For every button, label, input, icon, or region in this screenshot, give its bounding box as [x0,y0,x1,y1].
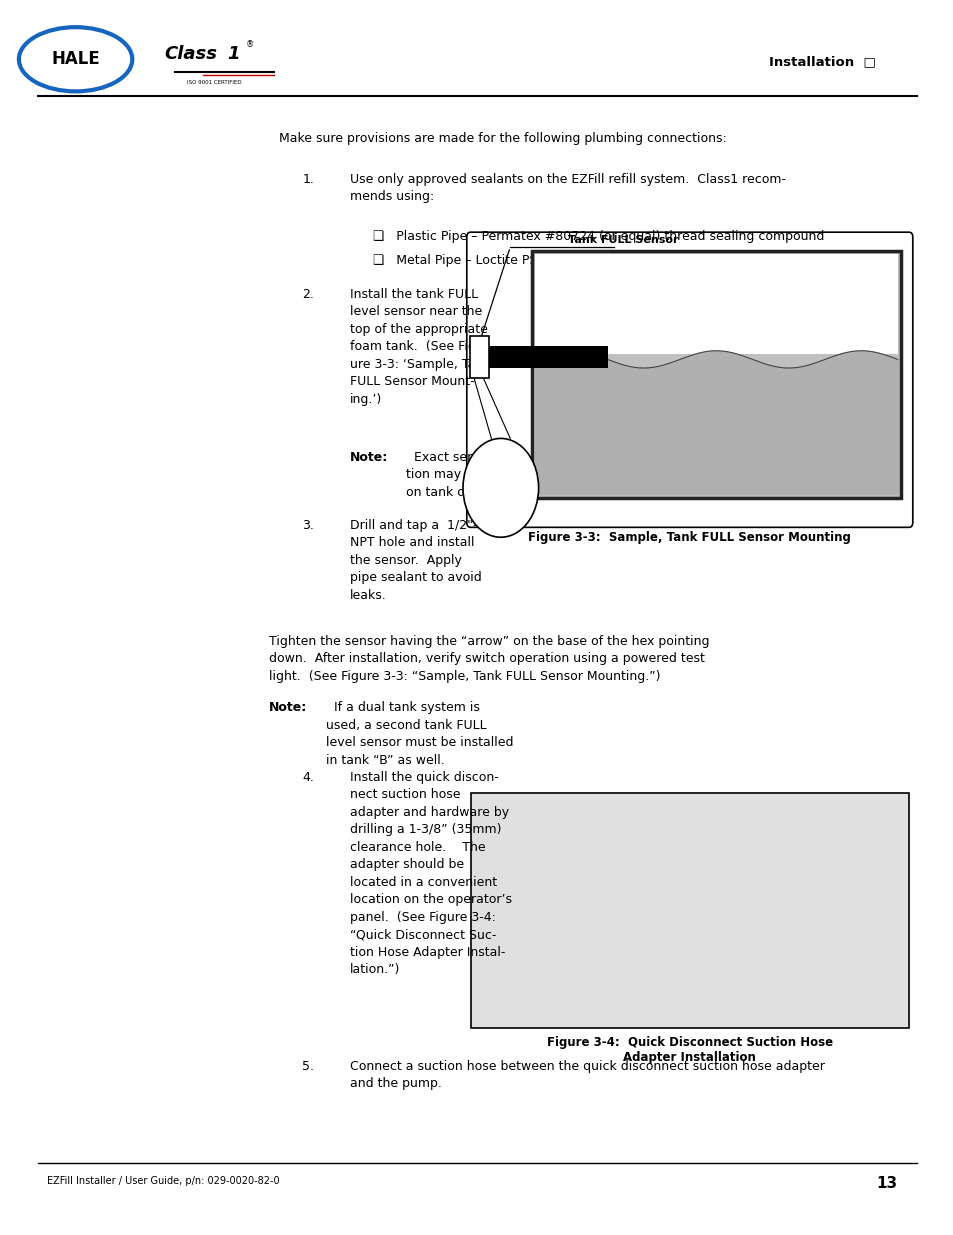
Text: 2.: 2. [302,288,314,301]
Bar [532,251,900,498]
Text: Installation  □: Installation □ [768,56,875,68]
Text: 4.: 4. [302,771,314,784]
Text: Note:: Note: [349,451,388,464]
Text: ISO 9001 CERTIFIED: ISO 9001 CERTIFIED [187,80,241,85]
Text: 5.: 5. [302,1060,314,1073]
Text: 13: 13 [876,1176,897,1191]
Text: Figure 3-3:  Sample, Tank FULL Sensor Mounting: Figure 3-3: Sample, Tank FULL Sensor Mou… [528,531,850,545]
Text: 1.: 1. [302,173,314,186]
Text: 1: 1 [227,46,239,63]
Text: Note:: Note: [269,701,307,715]
Bar [469,336,488,378]
Text: Foam Tank: Foam Tank [674,421,758,436]
Text: ❑   Metal Pipe – Loctite PST (or equal) thread sealing compound: ❑ Metal Pipe – Loctite PST (or equal) th… [373,254,774,268]
Text: Exact sensor posi-
tion may vary, depended
on tank design.: Exact sensor posi- tion may vary, depend… [406,451,563,499]
Text: If a dual tank system is
used, a second tank FULL
level sensor must be installed: If a dual tank system is used, a second … [326,701,513,767]
Text: HALE: HALE [51,51,100,68]
Text: Connect a suction hose between the quick disconnect suction hose adapter
and the: Connect a suction hose between the quick… [349,1060,823,1091]
Text: Tighten the sensor having the “arrow” on the base of the hex pointing
down.  Aft: Tighten the sensor having the “arrow” on… [269,635,709,683]
Ellipse shape [462,438,538,537]
FancyBboxPatch shape [466,232,912,527]
Text: Drill and tap a  1/2"-14
NPT hole and install
the sensor.  Apply
pipe sealant to: Drill and tap a 1/2"-14 NPT hole and ins… [349,519,493,601]
Text: ❑   Plastic Pipe – Permatex #80724 (or equal) thread sealing compound: ❑ Plastic Pipe – Permatex #80724 (or equ… [373,230,823,243]
Text: Tank FULL Sensor: Tank FULL Sensor [568,235,679,245]
Bar [478,346,607,368]
Text: Install the quick discon-
nect suction hose
adapter and hardware by
drilling a 1: Install the quick discon- nect suction h… [349,771,511,976]
Text: 3.: 3. [302,519,314,532]
Text: Make sure provisions are made for the following plumbing connections:: Make sure provisions are made for the fo… [278,132,726,146]
Text: Use only approved sealants on the EZFill refill system.  Class1 recom-
mends usi: Use only approved sealants on the EZFill… [349,173,784,204]
Bar [535,254,897,354]
Text: Install the tank FULL
level sensor near the
top of the appropriate
foam tank.  (: Install the tank FULL level sensor near … [349,288,490,406]
Text: ®: ® [246,40,253,49]
Text: EZFill Installer / User Guide, p/n: 029-0020-82-0: EZFill Installer / User Guide, p/n: 029-… [48,1176,279,1186]
Bar [470,793,908,1028]
Text: Figure 3-4:  Quick Disconnect Suction Hose
Adapter Installation: Figure 3-4: Quick Disconnect Suction Hos… [546,1036,832,1065]
Text: Class: Class [164,46,217,63]
